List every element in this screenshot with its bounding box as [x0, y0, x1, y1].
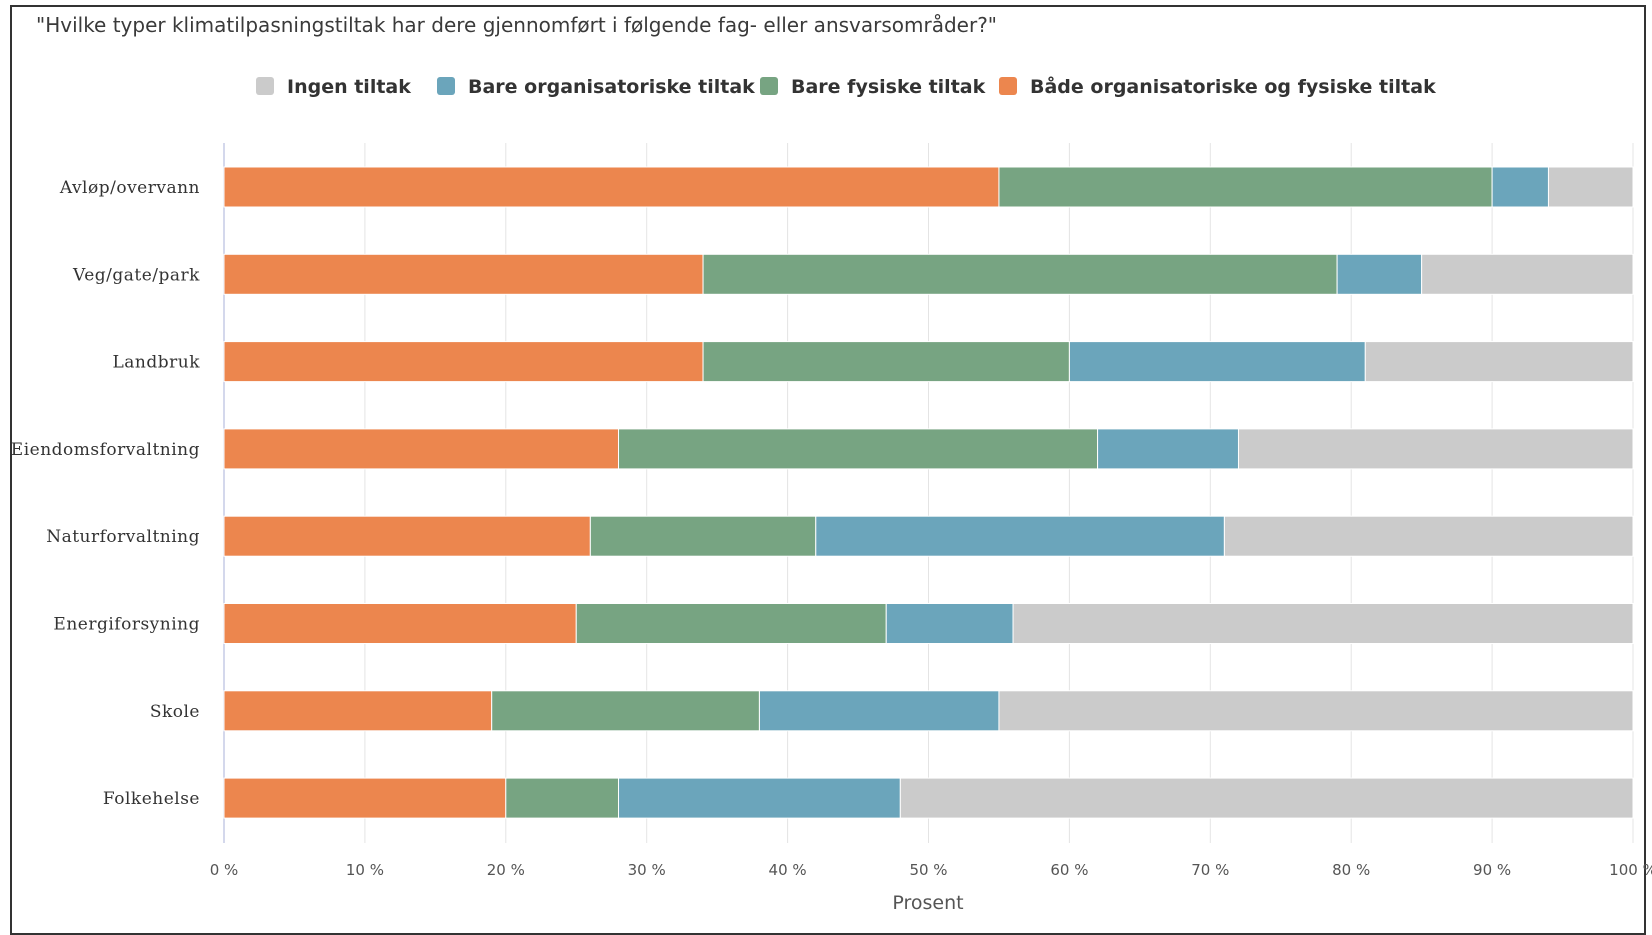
bar-segment[interactable]	[223, 428, 620, 470]
x-tick-label: 0 %	[210, 861, 239, 879]
bar-segment[interactable]	[589, 515, 817, 557]
x-tick-label: 80 %	[1332, 861, 1370, 879]
category-label: Naturforvaltning	[46, 527, 200, 547]
x-axis-title: Prosent	[892, 892, 963, 914]
category-label: Folkehelse	[103, 789, 200, 809]
bar-segment[interactable]	[1223, 515, 1634, 557]
bar-segment[interactable]	[223, 253, 704, 295]
bar-segment[interactable]	[758, 690, 1000, 732]
gridlines	[223, 143, 1634, 843]
category-label: Landbruk	[112, 353, 200, 373]
bar-segment[interactable]	[815, 515, 1225, 557]
x-tick-label: 40 %	[769, 861, 807, 879]
bar-segment[interactable]	[998, 690, 1634, 732]
bar-segment[interactable]	[1364, 341, 1634, 383]
bar-segment[interactable]	[618, 777, 901, 819]
bar-segment[interactable]	[223, 515, 591, 557]
x-tick-labels: 0 % 10 % 20 % 30 % 40 % 50 % 60 % 70 % 80 % 90 % 1…	[210, 861, 1652, 879]
bar-segment[interactable]	[1421, 253, 1634, 295]
x-tick-label: 10 %	[346, 861, 384, 879]
bar-segment[interactable]	[1547, 166, 1634, 208]
bar-segment[interactable]	[223, 603, 577, 644]
x-tick-label: 70 %	[1191, 861, 1229, 879]
bar-segment[interactable]	[223, 777, 507, 819]
bar-segment[interactable]	[491, 690, 760, 732]
category-label: Veg/gate/park	[72, 265, 200, 285]
x-tick-label: 50 %	[909, 861, 947, 879]
legend-label[interactable]: Både organisatoriske og fysiske tiltak	[1030, 74, 1436, 98]
bar-segment[interactable]	[223, 690, 493, 732]
bar-segment[interactable]	[1336, 253, 1423, 295]
x-tick-label: 30 %	[628, 861, 666, 879]
bar-segment[interactable]	[702, 253, 1338, 295]
bar-segment[interactable]	[1237, 428, 1634, 470]
bar-segment[interactable]	[223, 166, 1000, 208]
legend-swatch	[437, 77, 455, 95]
x-tick-label: 60 %	[1050, 861, 1088, 879]
x-tick-label: 100 %	[1609, 861, 1652, 879]
legend-swatch	[256, 77, 274, 95]
bars	[223, 166, 1634, 819]
category-label: Avløp/overvann	[59, 178, 200, 198]
legend-label[interactable]: Bare organisatoriske tiltak	[468, 76, 755, 98]
bar-segment[interactable]	[998, 166, 1493, 208]
legend-swatch	[760, 77, 778, 95]
category-label: Energiforsyning	[53, 615, 200, 635]
legend-label[interactable]: Bare fysiske tiltak	[791, 76, 986, 98]
legend-swatch	[999, 77, 1017, 95]
bar-segment[interactable]	[1097, 428, 1239, 470]
bar-segment[interactable]	[1012, 603, 1634, 644]
bar-segment[interactable]	[575, 603, 887, 644]
bar-segment[interactable]	[618, 428, 1099, 470]
bar-segment[interactable]	[885, 603, 1014, 644]
category-label: Eiendomsforvaltning	[11, 440, 200, 460]
category-label: Skole	[150, 702, 200, 722]
x-tick-label: 90 %	[1473, 861, 1511, 879]
category-labels: Avløp/overvann Veg/gate/park Landbruk Eiend…	[11, 178, 200, 809]
legend-label[interactable]: Ingen tiltak	[287, 76, 411, 98]
bar-segment[interactable]	[899, 777, 1634, 819]
legend: Ingen tiltak Bare organisatoriske tiltak B…	[256, 74, 1436, 98]
chart-title: "Hvilke typer klimatilpasningstiltak har…	[36, 13, 997, 37]
bar-segment[interactable]	[1068, 341, 1366, 383]
bar-segment[interactable]	[505, 777, 620, 819]
bar-segment[interactable]	[223, 341, 704, 383]
bar-segment[interactable]	[1491, 166, 1549, 208]
x-tick-label: 20 %	[487, 861, 525, 879]
bar-segment[interactable]	[702, 341, 1070, 383]
